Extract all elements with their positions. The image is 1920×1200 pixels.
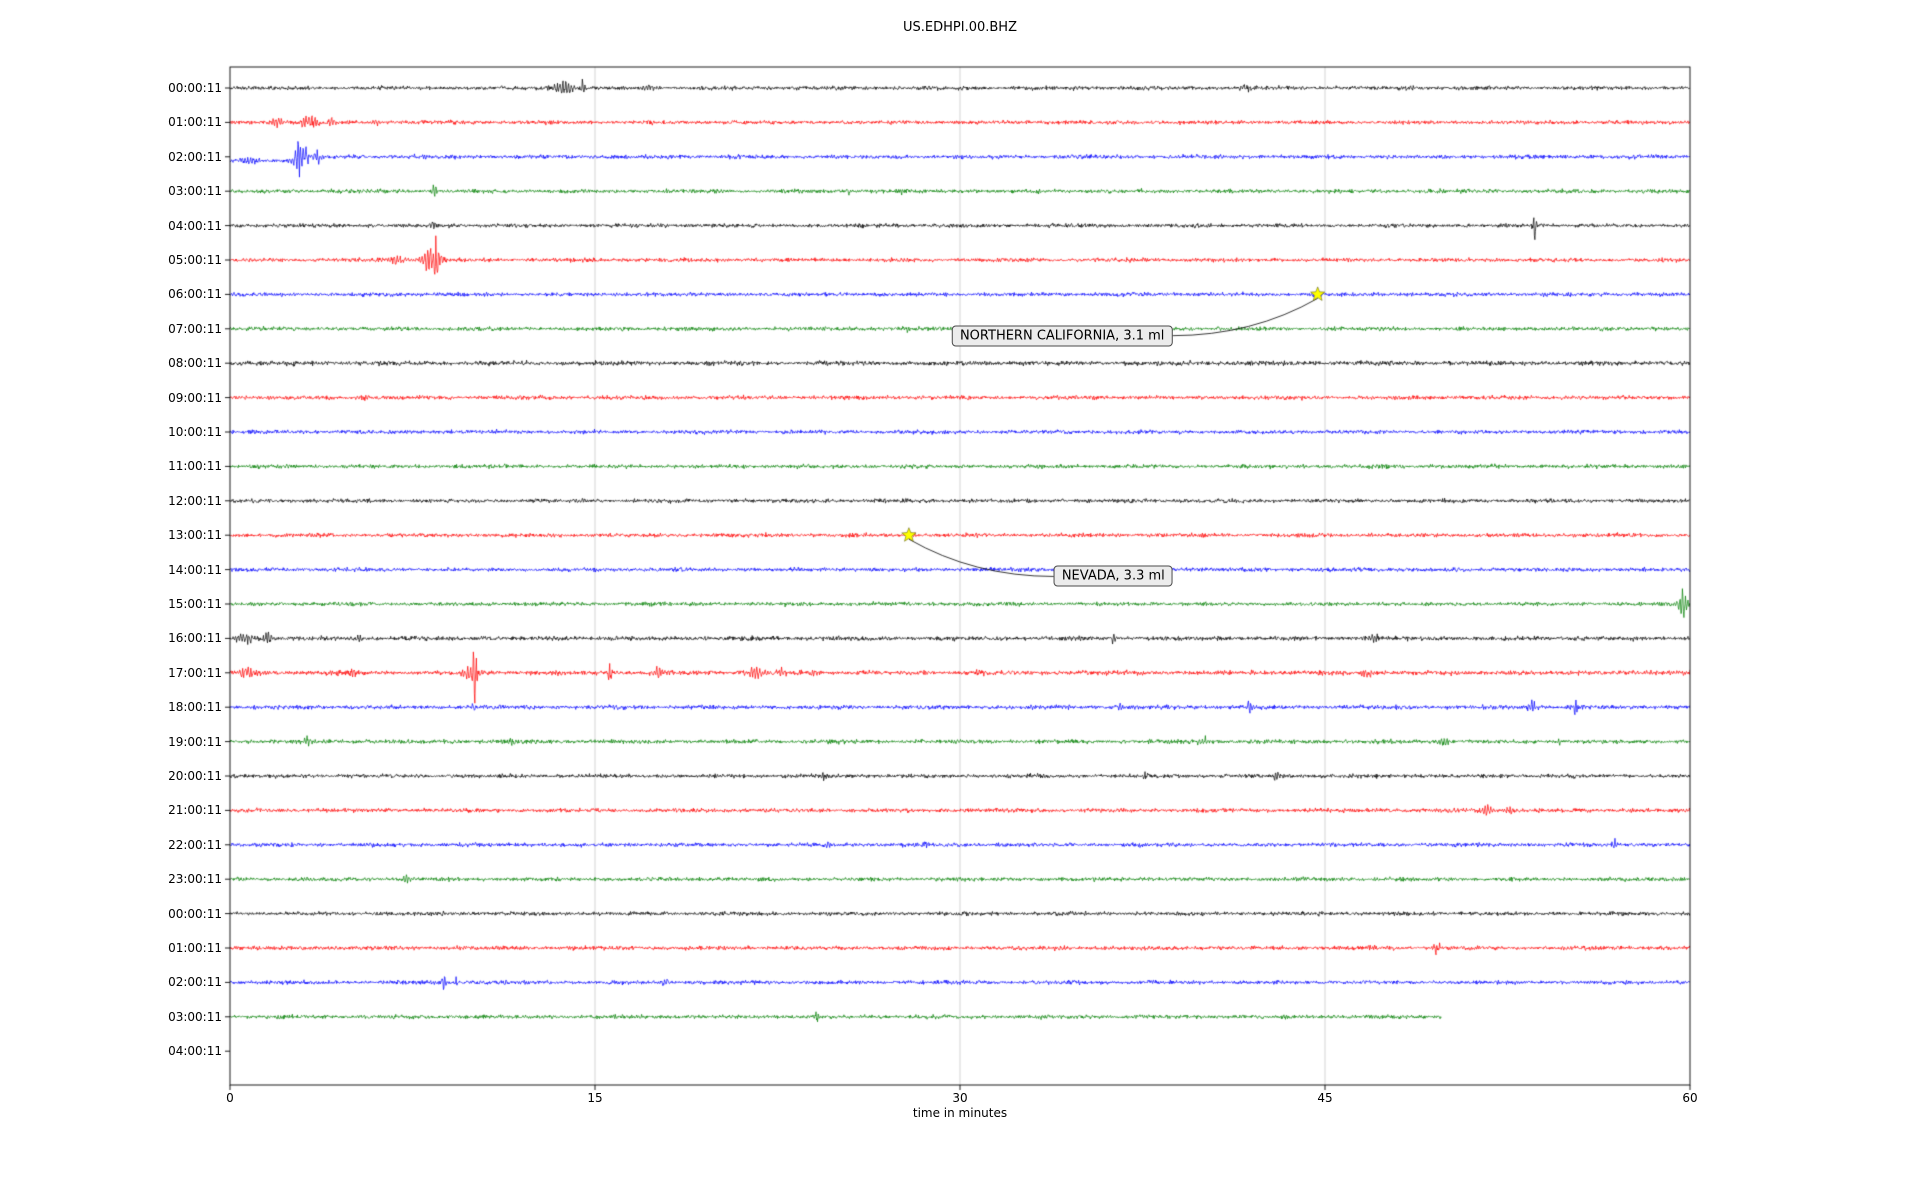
y-tick-label: 08:00:11 [168, 356, 222, 371]
y-tick-label: 19:00:11 [168, 734, 222, 749]
y-tick-label: 00:00:11 [168, 906, 222, 921]
y-tick-label: 09:00:11 [168, 390, 222, 405]
y-tick-label: 02:00:11 [168, 149, 222, 164]
y-tick-label: 22:00:11 [168, 837, 222, 852]
y-tick-label: 11:00:11 [168, 459, 222, 474]
y-tick-label: 03:00:11 [168, 184, 222, 199]
x-axis-title: time in minutes [912, 1106, 1008, 1120]
y-tick-label: 13:00:11 [168, 528, 222, 543]
y-tick-label: 16:00:11 [168, 631, 222, 646]
y-tick-label: 17:00:11 [168, 665, 222, 680]
event-annotation-text: NEVADA, 3.3 ml [1061, 568, 1165, 584]
y-tick-label: 10:00:11 [168, 425, 222, 439]
y-tick-label: 05:00:11 [168, 253, 222, 267]
y-tick-label: 01:00:11 [168, 115, 222, 130]
y-tick-label: 20:00:11 [168, 769, 222, 783]
y-tick-label: 12:00:11 [168, 493, 222, 508]
y-tick-label: 02:00:11 [168, 975, 222, 990]
chart-title: US.EDHPI.00.BHZ [903, 20, 1017, 35]
y-tick-label: 03:00:11 [168, 1009, 222, 1024]
y-tick-label: 07:00:11 [168, 321, 222, 336]
x-tick-label: 0 [226, 1091, 234, 1105]
y-tick-label: 00:00:11 [168, 81, 222, 95]
y-tick-label: 04:00:11 [168, 218, 222, 233]
x-tick-label: 45 [1317, 1091, 1333, 1105]
y-tick-label: 04:00:11 [168, 1044, 222, 1059]
y-tick-label: 21:00:11 [168, 803, 222, 818]
y-tick-label: 23:00:11 [168, 872, 222, 887]
y-tick-label: 18:00:11 [168, 700, 222, 715]
event-annotation-northern-california: NORTHERN CALIFORNIA, 3.1 ml [951, 325, 1173, 347]
x-tick-label: 60 [1682, 1091, 1698, 1105]
x-tick-label: 30 [952, 1091, 968, 1105]
y-tick-label: 06:00:11 [168, 287, 222, 302]
event-annotation-text: NORTHERN CALIFORNIA, 3.1 ml [959, 328, 1165, 344]
x-tick-label: 15 [587, 1091, 603, 1105]
y-tick-label: 14:00:11 [168, 562, 222, 577]
y-tick-label: 01:00:11 [168, 941, 222, 955]
event-annotation-nevada: NEVADA, 3.3 ml [1053, 565, 1173, 587]
y-tick-label: 15:00:11 [168, 597, 222, 611]
